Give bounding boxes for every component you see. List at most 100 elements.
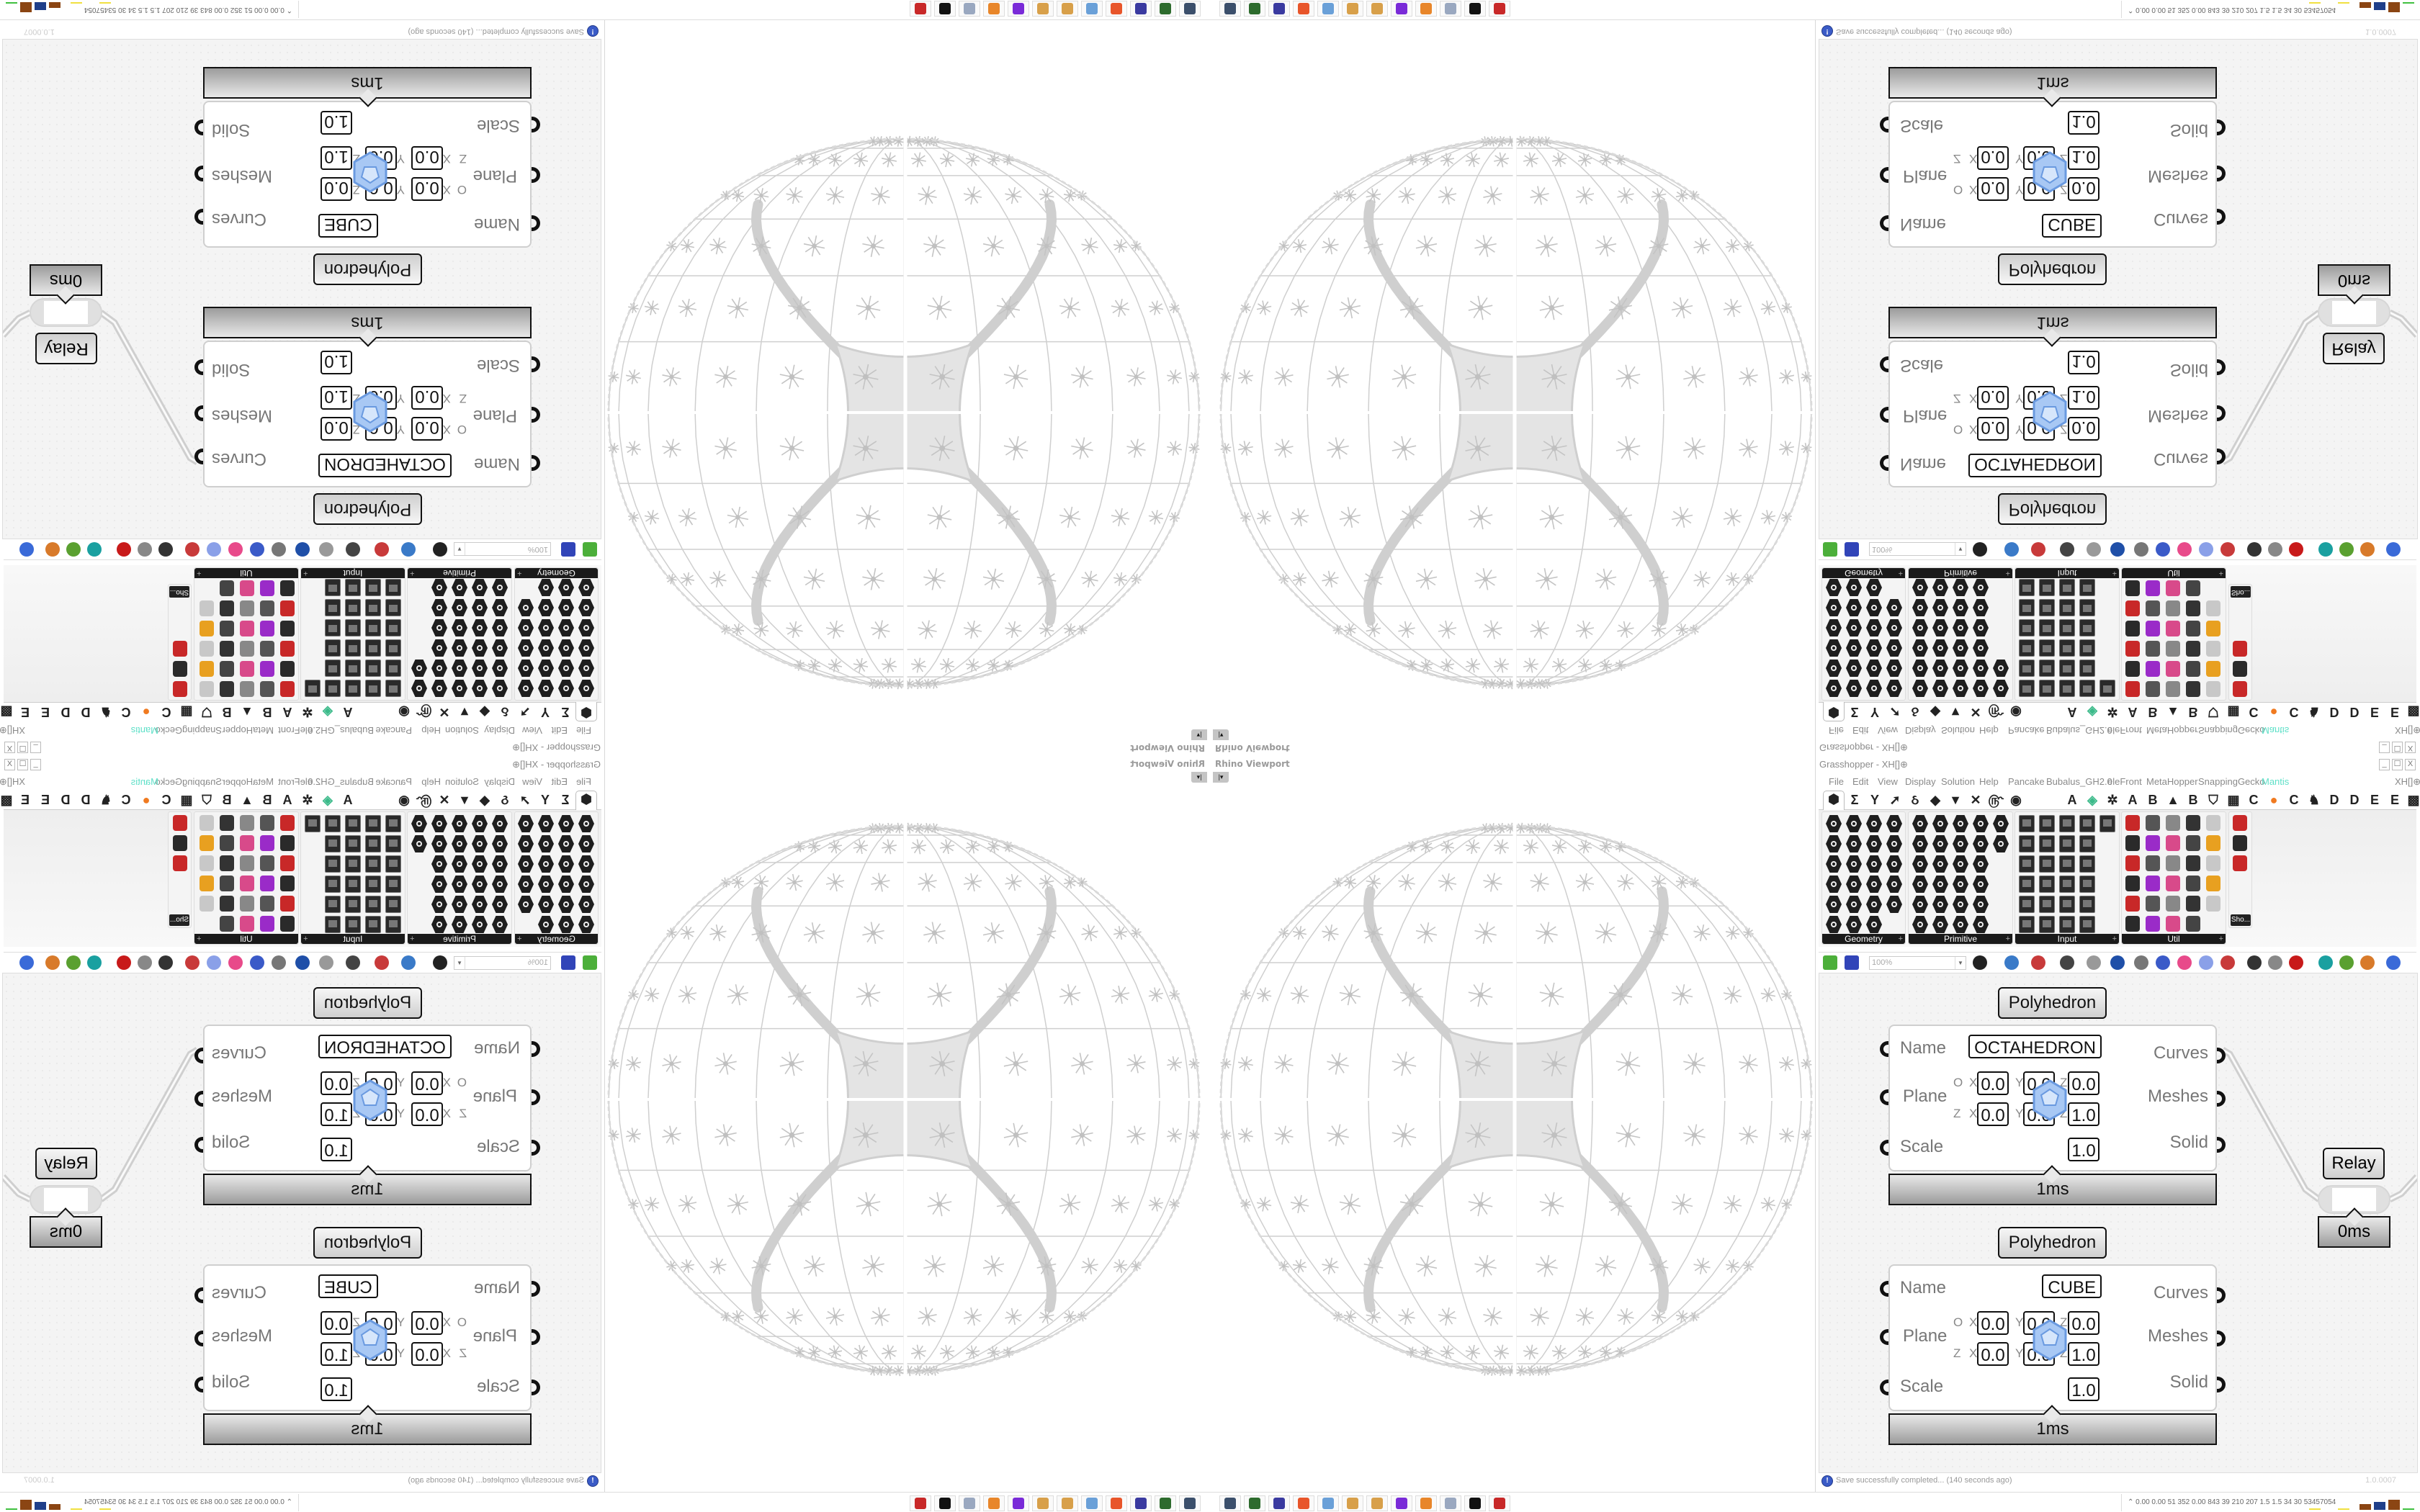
component-icon[interactable] [1993, 815, 2009, 832]
component-icon[interactable] [260, 916, 274, 932]
link-icon[interactable] [2268, 542, 2282, 557]
component-icon[interactable] [200, 681, 214, 697]
component-icon[interactable] [1953, 660, 1968, 677]
component-icon[interactable] [1826, 660, 1842, 677]
component-icon[interactable] [2206, 681, 2220, 697]
origin-z-field[interactable]: 0.0 [2068, 417, 2099, 441]
component-icon[interactable] [220, 896, 234, 912]
component-icon[interactable] [280, 661, 295, 677]
input-grip[interactable] [1880, 1380, 1888, 1395]
tab-gear-icon[interactable]: ✲ [2104, 704, 2121, 720]
component-icon[interactable] [538, 815, 554, 832]
component-icon[interactable] [1912, 835, 1928, 852]
component-icon[interactable] [1993, 835, 2009, 852]
component-icon[interactable] [558, 639, 574, 657]
component-icon[interactable] [2079, 916, 2095, 933]
menu-right-label[interactable]: XH[]⊕ [2395, 776, 2420, 787]
component-icon[interactable] [1953, 896, 1968, 913]
menu-mantis[interactable]: Mantis [2262, 725, 2290, 736]
tab-letter-d-icon[interactable]: D [2346, 792, 2363, 808]
component-icon[interactable] [200, 876, 214, 891]
component-icon[interactable] [1973, 599, 1989, 616]
origin-z-field[interactable]: 0.0 [2068, 1071, 2099, 1095]
component-label[interactable]: Polyhedron [313, 493, 422, 525]
origin-z-field[interactable]: 0.0 [321, 177, 352, 201]
menu-display[interactable]: Display [1905, 725, 1936, 736]
component-icon[interactable] [2206, 896, 2220, 912]
tab-gem-icon[interactable]: ◈ [319, 792, 336, 808]
component-icon[interactable] [173, 835, 187, 851]
component-icon[interactable] [1846, 835, 1862, 852]
expand-icon[interactable]: + [2218, 935, 2223, 943]
component-icon[interactable] [558, 599, 574, 616]
at-icon[interactable] [2087, 955, 2101, 970]
mesh-icon[interactable] [158, 542, 173, 557]
component-icon[interactable] [220, 600, 234, 616]
component-icon[interactable] [1886, 815, 1902, 832]
zaxis-z-field[interactable]: 1.0 [2068, 1342, 2099, 1366]
component-icon[interactable] [2059, 619, 2075, 636]
input-grip[interactable] [1880, 1281, 1888, 1297]
zaxis-x-field[interactable]: 0.0 [411, 146, 443, 170]
component-icon[interactable] [2125, 876, 2140, 891]
origin-x-field[interactable]: 0.0 [411, 177, 443, 201]
component-icon[interactable] [220, 835, 234, 851]
component-icon[interactable] [220, 661, 234, 677]
menu-mantis[interactable]: Mantis [130, 725, 158, 736]
component-icon[interactable] [1953, 579, 1968, 596]
component-icon[interactable] [411, 835, 427, 852]
new-file-icon[interactable] [1823, 542, 1837, 557]
link-icon[interactable] [2268, 955, 2282, 970]
menu-solution[interactable]: Solution [1941, 776, 1975, 787]
component-icon[interactable] [325, 680, 341, 697]
taskbar-app[interactable] [1032, 1495, 1054, 1511]
taskbar-app[interactable] [1464, 1, 1486, 17]
tab-letter-d-icon[interactable]: D [77, 792, 94, 808]
component-icon[interactable] [1826, 896, 1842, 913]
menu-bubalusgh20[interactable]: Bubalus_GH2.0 [2046, 725, 2112, 736]
component-icon[interactable] [578, 680, 594, 697]
twist-icon[interactable] [2220, 542, 2235, 557]
component-icon[interactable] [518, 639, 534, 657]
component-icon[interactable] [2039, 660, 2055, 677]
polyhedron-component[interactable]: Name Plane Scale Curves Meshes Solid OCTAHEDRO… [1880, 341, 2226, 487]
tab-sigma-icon[interactable]: Σ [1846, 792, 1863, 808]
component-icon[interactable] [558, 916, 574, 933]
menu-metahopper[interactable]: MetaHopper [2146, 725, 2198, 736]
component-icon[interactable] [2186, 855, 2200, 871]
component-icon[interactable] [1953, 619, 1968, 636]
component-icon[interactable] [2233, 835, 2247, 851]
menu-metahopper[interactable]: MetaHopper [2146, 776, 2198, 787]
component-icon[interactable] [2039, 619, 2055, 636]
component-icon[interactable] [1912, 680, 1928, 697]
chevron-down-icon[interactable]: ▼ [1955, 543, 1966, 555]
mesh-icon[interactable] [158, 955, 173, 970]
minimize-button[interactable]: _ [30, 759, 41, 770]
origin-z-field[interactable]: 0.0 [321, 1071, 352, 1095]
sketch-icon[interactable] [2031, 542, 2045, 557]
preview-eye-icon[interactable] [401, 955, 416, 970]
grasshopper-canvas[interactable]: Polyhedron Name Plane Scale Curves Meshes Soli… [2, 39, 601, 539]
relay-label[interactable]: Relay [2323, 1148, 2385, 1179]
component-icon[interactable] [1866, 815, 1882, 832]
menu-elefront[interactable]: eleFront [2107, 776, 2142, 787]
zaxis-x-field[interactable]: 0.0 [411, 1342, 443, 1366]
component-icon[interactable] [365, 835, 381, 852]
component-icon[interactable] [518, 660, 534, 677]
name-value-field[interactable]: OCTAHEDRON [318, 454, 452, 477]
component-icon[interactable] [325, 896, 341, 913]
menu-metahopper[interactable]: MetaHopper [222, 725, 274, 736]
component-icon[interactable] [1846, 599, 1862, 616]
taskbar-app[interactable] [1081, 1, 1103, 17]
panel-icon[interactable] [272, 955, 286, 970]
menu-snappinggecko[interactable]: SnappingGecko [155, 776, 222, 787]
component-icon[interactable] [1973, 876, 1989, 893]
component-icon[interactable] [2125, 835, 2140, 851]
panel-icon[interactable] [2134, 955, 2148, 970]
output-grip[interactable] [2217, 1048, 2226, 1063]
component-icon[interactable] [260, 600, 274, 616]
component-icon[interactable] [2019, 660, 2035, 677]
component-icon[interactable] [385, 896, 401, 913]
tab-eye-icon[interactable]: ◉ [395, 704, 413, 720]
component-icon[interactable] [1932, 855, 1948, 873]
